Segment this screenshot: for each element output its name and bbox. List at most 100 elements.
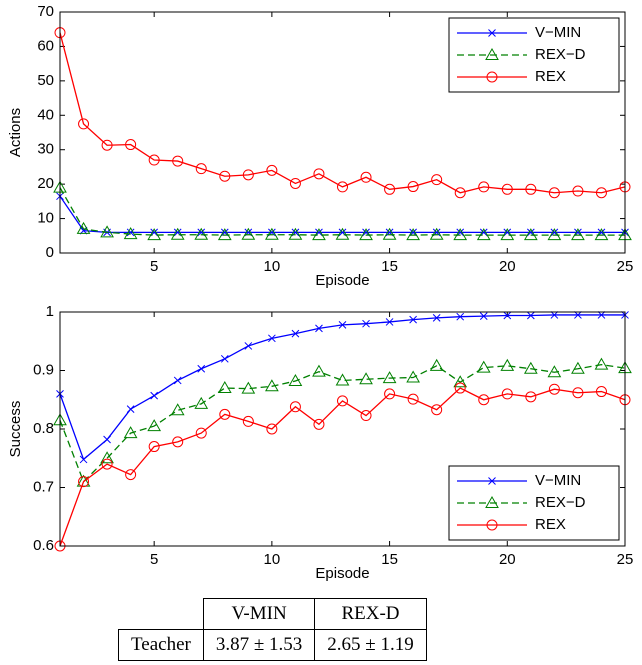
marker (288, 374, 303, 387)
marker (312, 228, 326, 241)
marker (78, 476, 90, 488)
marker (312, 364, 326, 377)
marker (431, 404, 443, 416)
marker (268, 334, 276, 343)
marker (595, 386, 607, 398)
marker (360, 171, 372, 183)
marker (220, 354, 229, 363)
marker (488, 477, 496, 485)
marker (526, 311, 535, 320)
marker (406, 370, 420, 383)
marker (147, 228, 162, 241)
plot-frame (59, 11, 626, 254)
x-tick-label: 25 (617, 551, 634, 568)
marker (126, 228, 135, 237)
marker (103, 435, 111, 444)
marker (125, 469, 137, 481)
marker (453, 375, 468, 388)
table-header: V-MIN REX-D (118, 598, 427, 630)
marker (172, 436, 184, 448)
marker (194, 227, 209, 240)
x-tick-label: 10 (264, 551, 281, 568)
marker (359, 372, 373, 385)
marker (362, 319, 370, 328)
marker (313, 168, 325, 180)
row-label: Teacher (118, 629, 204, 661)
y-tick-label: 10 (37, 210, 54, 227)
x-axis-label: Episode (315, 272, 369, 289)
marker (525, 183, 537, 195)
marker (382, 227, 397, 240)
marker (123, 227, 138, 240)
legend-label: REX (535, 516, 566, 533)
marker (101, 458, 113, 470)
marker (454, 187, 466, 199)
marker (266, 423, 278, 435)
marker (335, 373, 350, 386)
marker (476, 360, 491, 373)
marker (485, 47, 499, 60)
legend: V−MIN REX−D REX (448, 465, 620, 541)
legend-label: V−MIN (535, 472, 581, 489)
marker (266, 164, 278, 176)
marker (571, 228, 585, 241)
marker (125, 139, 137, 151)
marker (406, 228, 420, 241)
marker (291, 329, 300, 338)
x-tick-label: 5 (150, 258, 158, 275)
marker (241, 381, 256, 394)
marker (195, 163, 207, 175)
series-line (59, 32, 626, 194)
marker (197, 364, 206, 373)
x-tick-label: 15 (381, 551, 398, 568)
marker (574, 311, 582, 319)
marker (548, 383, 560, 395)
series-line (59, 363, 626, 483)
marker (595, 187, 607, 199)
marker (594, 228, 609, 241)
x-tick-label: 20 (499, 551, 516, 568)
marker (313, 418, 325, 430)
marker (148, 154, 160, 166)
legend-label: REX−D (535, 46, 586, 63)
marker (76, 221, 91, 234)
marker (572, 185, 584, 197)
legend-box (448, 17, 620, 93)
marker (597, 311, 606, 319)
marker (453, 228, 468, 241)
marker (100, 225, 114, 238)
x-axis-label: Episode (315, 565, 369, 582)
marker (338, 321, 347, 329)
y-tick-label: 40 (37, 106, 54, 123)
marker (501, 388, 513, 400)
table-cell: 2.65 ± 1.19 (314, 629, 427, 661)
legend-box (448, 465, 620, 541)
marker (500, 228, 515, 241)
x-tick-label: 15 (381, 258, 398, 275)
y-tick-label: 30 (37, 141, 54, 158)
marker (335, 227, 350, 240)
marker (431, 174, 443, 186)
marker (194, 396, 209, 409)
marker (242, 415, 254, 427)
plot-frame (59, 311, 626, 547)
table-cell: 3.87 ± 1.53 (202, 629, 316, 661)
marker (265, 227, 279, 240)
marker (148, 441, 160, 453)
marker (454, 382, 466, 394)
marker (126, 405, 135, 413)
marker (486, 519, 498, 531)
marker (382, 371, 397, 384)
empty-cell (118, 598, 204, 630)
legend-label: REX−D (535, 494, 586, 511)
y-tick-label: 1 (46, 303, 54, 320)
marker (485, 495, 499, 508)
marker (429, 227, 444, 240)
marker (147, 419, 162, 432)
header-cell: REX-D (314, 598, 427, 630)
marker (523, 228, 538, 241)
marker (173, 376, 182, 385)
x-tick-label: 5 (150, 551, 158, 568)
marker (289, 401, 301, 413)
